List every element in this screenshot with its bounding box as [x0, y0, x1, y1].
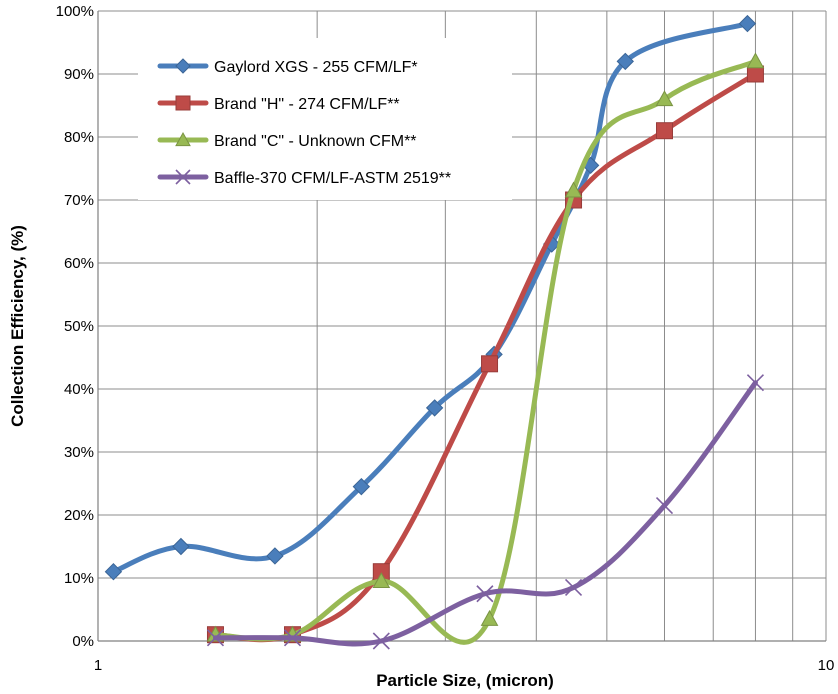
series-3 — [206, 52, 765, 645]
diamond-marker — [738, 14, 757, 33]
square-marker — [481, 355, 499, 373]
diamond-marker — [266, 547, 284, 565]
diamond-marker — [175, 58, 191, 74]
triangle-marker — [746, 52, 765, 69]
x-marker — [283, 629, 302, 647]
legend-item: Brand "C" - Unknown CFM** — [157, 131, 417, 150]
y-tick-label: 60% — [64, 255, 94, 272]
series-1 — [104, 14, 757, 581]
legend-label: Gaylord XGS - 255 CFM/LF* — [214, 59, 418, 76]
data-series — [104, 14, 765, 650]
x-marker-stroke — [283, 629, 302, 647]
x-marker — [655, 496, 674, 515]
diamond-marker — [425, 399, 444, 417]
y-tick-label: 50% — [64, 318, 94, 335]
triangle-marker — [655, 90, 674, 107]
x-tick-label: 10 — [818, 657, 835, 674]
x-marker — [372, 632, 390, 650]
square-marker — [746, 65, 764, 83]
diamond-marker — [616, 52, 634, 71]
square-marker — [655, 122, 673, 140]
y-axis-title: Collection Efficiency, (%) — [8, 225, 27, 427]
y-tick-label: 0% — [72, 633, 94, 650]
diamond-marker — [104, 562, 123, 581]
legend-label: Brand "C" - Unknown CFM** — [214, 133, 417, 150]
series-line — [110, 21, 750, 575]
legend: Gaylord XGS - 255 CFM/LF* Brand "H" - 274… — [138, 38, 512, 200]
x-axis-title: Particle Size, (micron) — [376, 671, 554, 690]
triangle-marker — [372, 572, 391, 589]
y-tick-label: 20% — [64, 507, 94, 524]
diamond-marker — [352, 477, 371, 496]
x-marker — [206, 629, 225, 647]
y-tick-label: 90% — [64, 66, 94, 83]
y-tick-label: 10% — [64, 570, 94, 587]
y-tick-label: 100% — [56, 3, 94, 20]
x-marker-stroke — [655, 496, 674, 515]
legend-item: Brand "H" - 274 CFM/LF** — [157, 95, 400, 113]
x-tick-label: 1 — [94, 657, 102, 674]
x-marker-stroke — [564, 578, 583, 597]
legend-label: Baffle-370 CFM/LF-ASTM 2519** — [214, 170, 451, 187]
x-marker-stroke — [476, 585, 494, 603]
legend-item: Gaylord XGS - 255 CFM/LF* — [157, 58, 418, 76]
x-axis-tick-labels: 1 10 — [94, 657, 835, 674]
x-marker — [476, 585, 494, 603]
triangle-marker — [175, 131, 191, 147]
series-line — [212, 58, 758, 645]
x-marker-stroke — [746, 374, 765, 392]
y-tick-label: 70% — [64, 192, 94, 209]
square-marker — [175, 95, 191, 111]
y-tick-label: 30% — [64, 444, 94, 461]
legend-label: Brand "H" - 274 CFM/LF** — [214, 96, 400, 113]
x-marker-stroke — [372, 632, 390, 650]
x-marker-stroke — [206, 629, 225, 647]
series-line — [212, 380, 758, 647]
diamond-marker — [172, 537, 190, 556]
triangle-marker — [564, 181, 583, 198]
x-marker — [175, 169, 191, 185]
x-marker-stroke — [175, 169, 191, 185]
x-marker — [746, 374, 765, 392]
y-axis-tick-labels: 0% 10% 20% 30% 40% 50% 60% 70% 80% 90% 100% — [56, 3, 94, 650]
x-marker — [564, 578, 583, 597]
legend-item: Baffle-370 CFM/LF-ASTM 2519** — [157, 169, 451, 187]
y-tick-label: 40% — [64, 381, 94, 398]
triangle-marker — [480, 609, 499, 626]
series-4 — [206, 374, 765, 650]
y-tick-label: 80% — [64, 129, 94, 146]
